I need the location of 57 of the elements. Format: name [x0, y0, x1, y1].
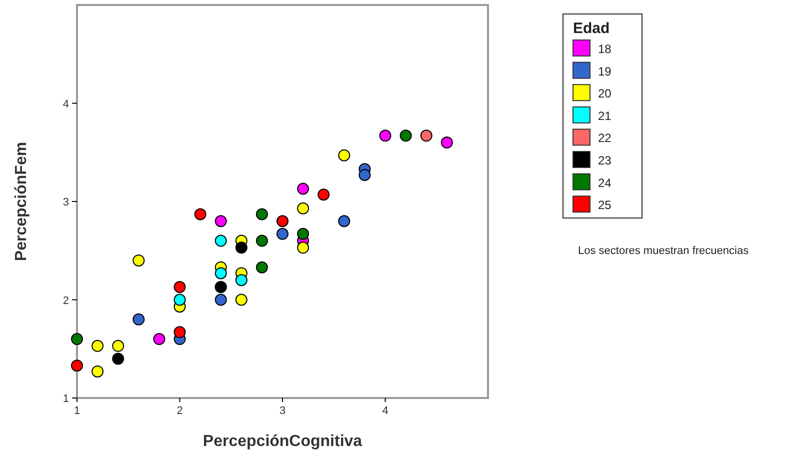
point: [214, 294, 227, 306]
point: [214, 215, 227, 228]
point: [71, 333, 83, 346]
point: [235, 274, 248, 286]
point: [256, 208, 268, 220]
point: [338, 149, 350, 162]
legend-label: 20: [598, 86, 612, 101]
legend-label: 25: [598, 198, 612, 212]
point: [174, 280, 186, 293]
legend-label: 21: [598, 108, 612, 123]
point: [92, 340, 104, 352]
point: [174, 294, 186, 306]
x-axis-title: PercepciónCognitiva: [202, 433, 362, 450]
point: [112, 340, 124, 352]
point: [153, 333, 166, 346]
point: [112, 352, 124, 365]
legend-title: Edad: [573, 20, 610, 37]
point: [71, 360, 83, 372]
point: [420, 130, 432, 142]
x-tick-label: 1: [74, 405, 80, 417]
point: [297, 228, 310, 240]
point: [358, 168, 371, 181]
y-tick-label: 3: [62, 196, 69, 208]
y-tick-label: 4: [62, 98, 69, 110]
point: [235, 242, 248, 254]
point: [92, 365, 104, 378]
x-tick-label: 3: [279, 405, 286, 417]
point: [338, 215, 350, 228]
legend-label: 19: [598, 64, 612, 78]
point: [214, 234, 227, 247]
point: [235, 294, 248, 306]
y-axis-title: PercepciónFem: [13, 142, 30, 262]
point: [256, 261, 268, 274]
point: [132, 313, 145, 326]
y-tick-label: 1: [62, 393, 69, 405]
legend-label: 22: [598, 131, 612, 146]
point: [214, 267, 227, 280]
point: [379, 130, 392, 142]
point: [276, 228, 288, 240]
x-tick-label: 4: [382, 405, 388, 417]
x-tick-label: 2: [176, 405, 183, 417]
point: [256, 234, 268, 247]
text: Los sectores muestran frecuencias: [578, 245, 750, 257]
legend-label: 23: [598, 154, 612, 168]
point: [297, 202, 310, 214]
point: [276, 215, 288, 228]
point: [297, 242, 310, 254]
legend-label: 18: [598, 42, 612, 56]
point: [440, 136, 453, 149]
point: [297, 182, 310, 195]
point: [132, 254, 145, 266]
point: [400, 130, 412, 142]
point: [174, 326, 186, 338]
y-tick-label: 2: [62, 294, 69, 307]
point: [194, 208, 206, 220]
legend-label: 24: [598, 176, 612, 190]
point: [318, 188, 330, 201]
